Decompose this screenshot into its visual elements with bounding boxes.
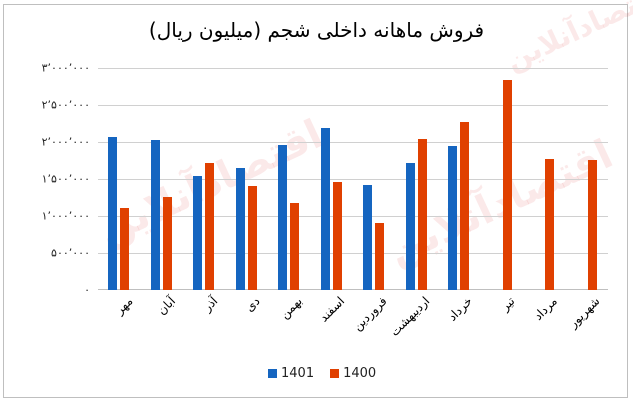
legend-label: 1401 (281, 366, 315, 381)
gridline (98, 142, 608, 143)
gridline (98, 216, 608, 217)
legend-item-1401: 1401 (268, 366, 314, 381)
y-tick-label: ۳٬۰۰۰٬۰۰۰ (41, 61, 90, 75)
bar-1400 (290, 202, 300, 290)
legend-swatch-1400 (330, 369, 340, 378)
legend-item-1400: 1400 (330, 366, 376, 381)
y-tick-label: ۲٬۰۰۰٬۰۰۰ (41, 135, 90, 149)
bar-1401 (363, 184, 373, 290)
bar-1400 (502, 79, 512, 290)
bar-1400 (332, 181, 342, 290)
bar-1400 (247, 186, 257, 290)
bar-1400 (162, 196, 172, 290)
legend: 1401 1400 (268, 366, 392, 381)
gridline (98, 253, 608, 254)
y-tick-label: ۵۰۰٬۰۰۰ (51, 246, 90, 260)
bar-1400 (205, 163, 215, 290)
bar-1400 (417, 139, 427, 290)
chart-frame (3, 4, 628, 398)
y-tick-label: ۲٬۵۰۰٬۰۰۰ (41, 98, 90, 112)
bar-1400 (460, 122, 470, 290)
chart-title: فروش ماهانه داخلی شجم (میلیون ریال) (148, 18, 485, 42)
gridline (98, 68, 608, 69)
bar-1401 (108, 136, 118, 290)
bar-1400 (587, 159, 597, 290)
bar-1401 (320, 127, 330, 290)
legend-swatch-1401 (268, 369, 277, 378)
gridline (98, 179, 608, 180)
gridline (98, 105, 608, 106)
bar-1401 (405, 163, 415, 290)
y-tick-label: ۱٬۰۰۰٬۰۰۰ (41, 209, 90, 223)
bar-1400 (375, 222, 385, 290)
bar-1400 (545, 159, 555, 290)
bar-1401 (193, 176, 203, 290)
plot-area (98, 68, 608, 290)
bar-1401 (150, 139, 160, 290)
y-tick-label: ۰ (84, 283, 90, 297)
bar-1400 (120, 207, 130, 290)
legend-label: 1400 (343, 366, 377, 381)
bar-1401 (448, 145, 458, 290)
bar-1401 (235, 167, 245, 290)
gridline (98, 289, 608, 290)
y-tick-label: ۱٬۵۰۰٬۰۰۰ (41, 172, 90, 186)
bar-1401 (278, 144, 288, 290)
